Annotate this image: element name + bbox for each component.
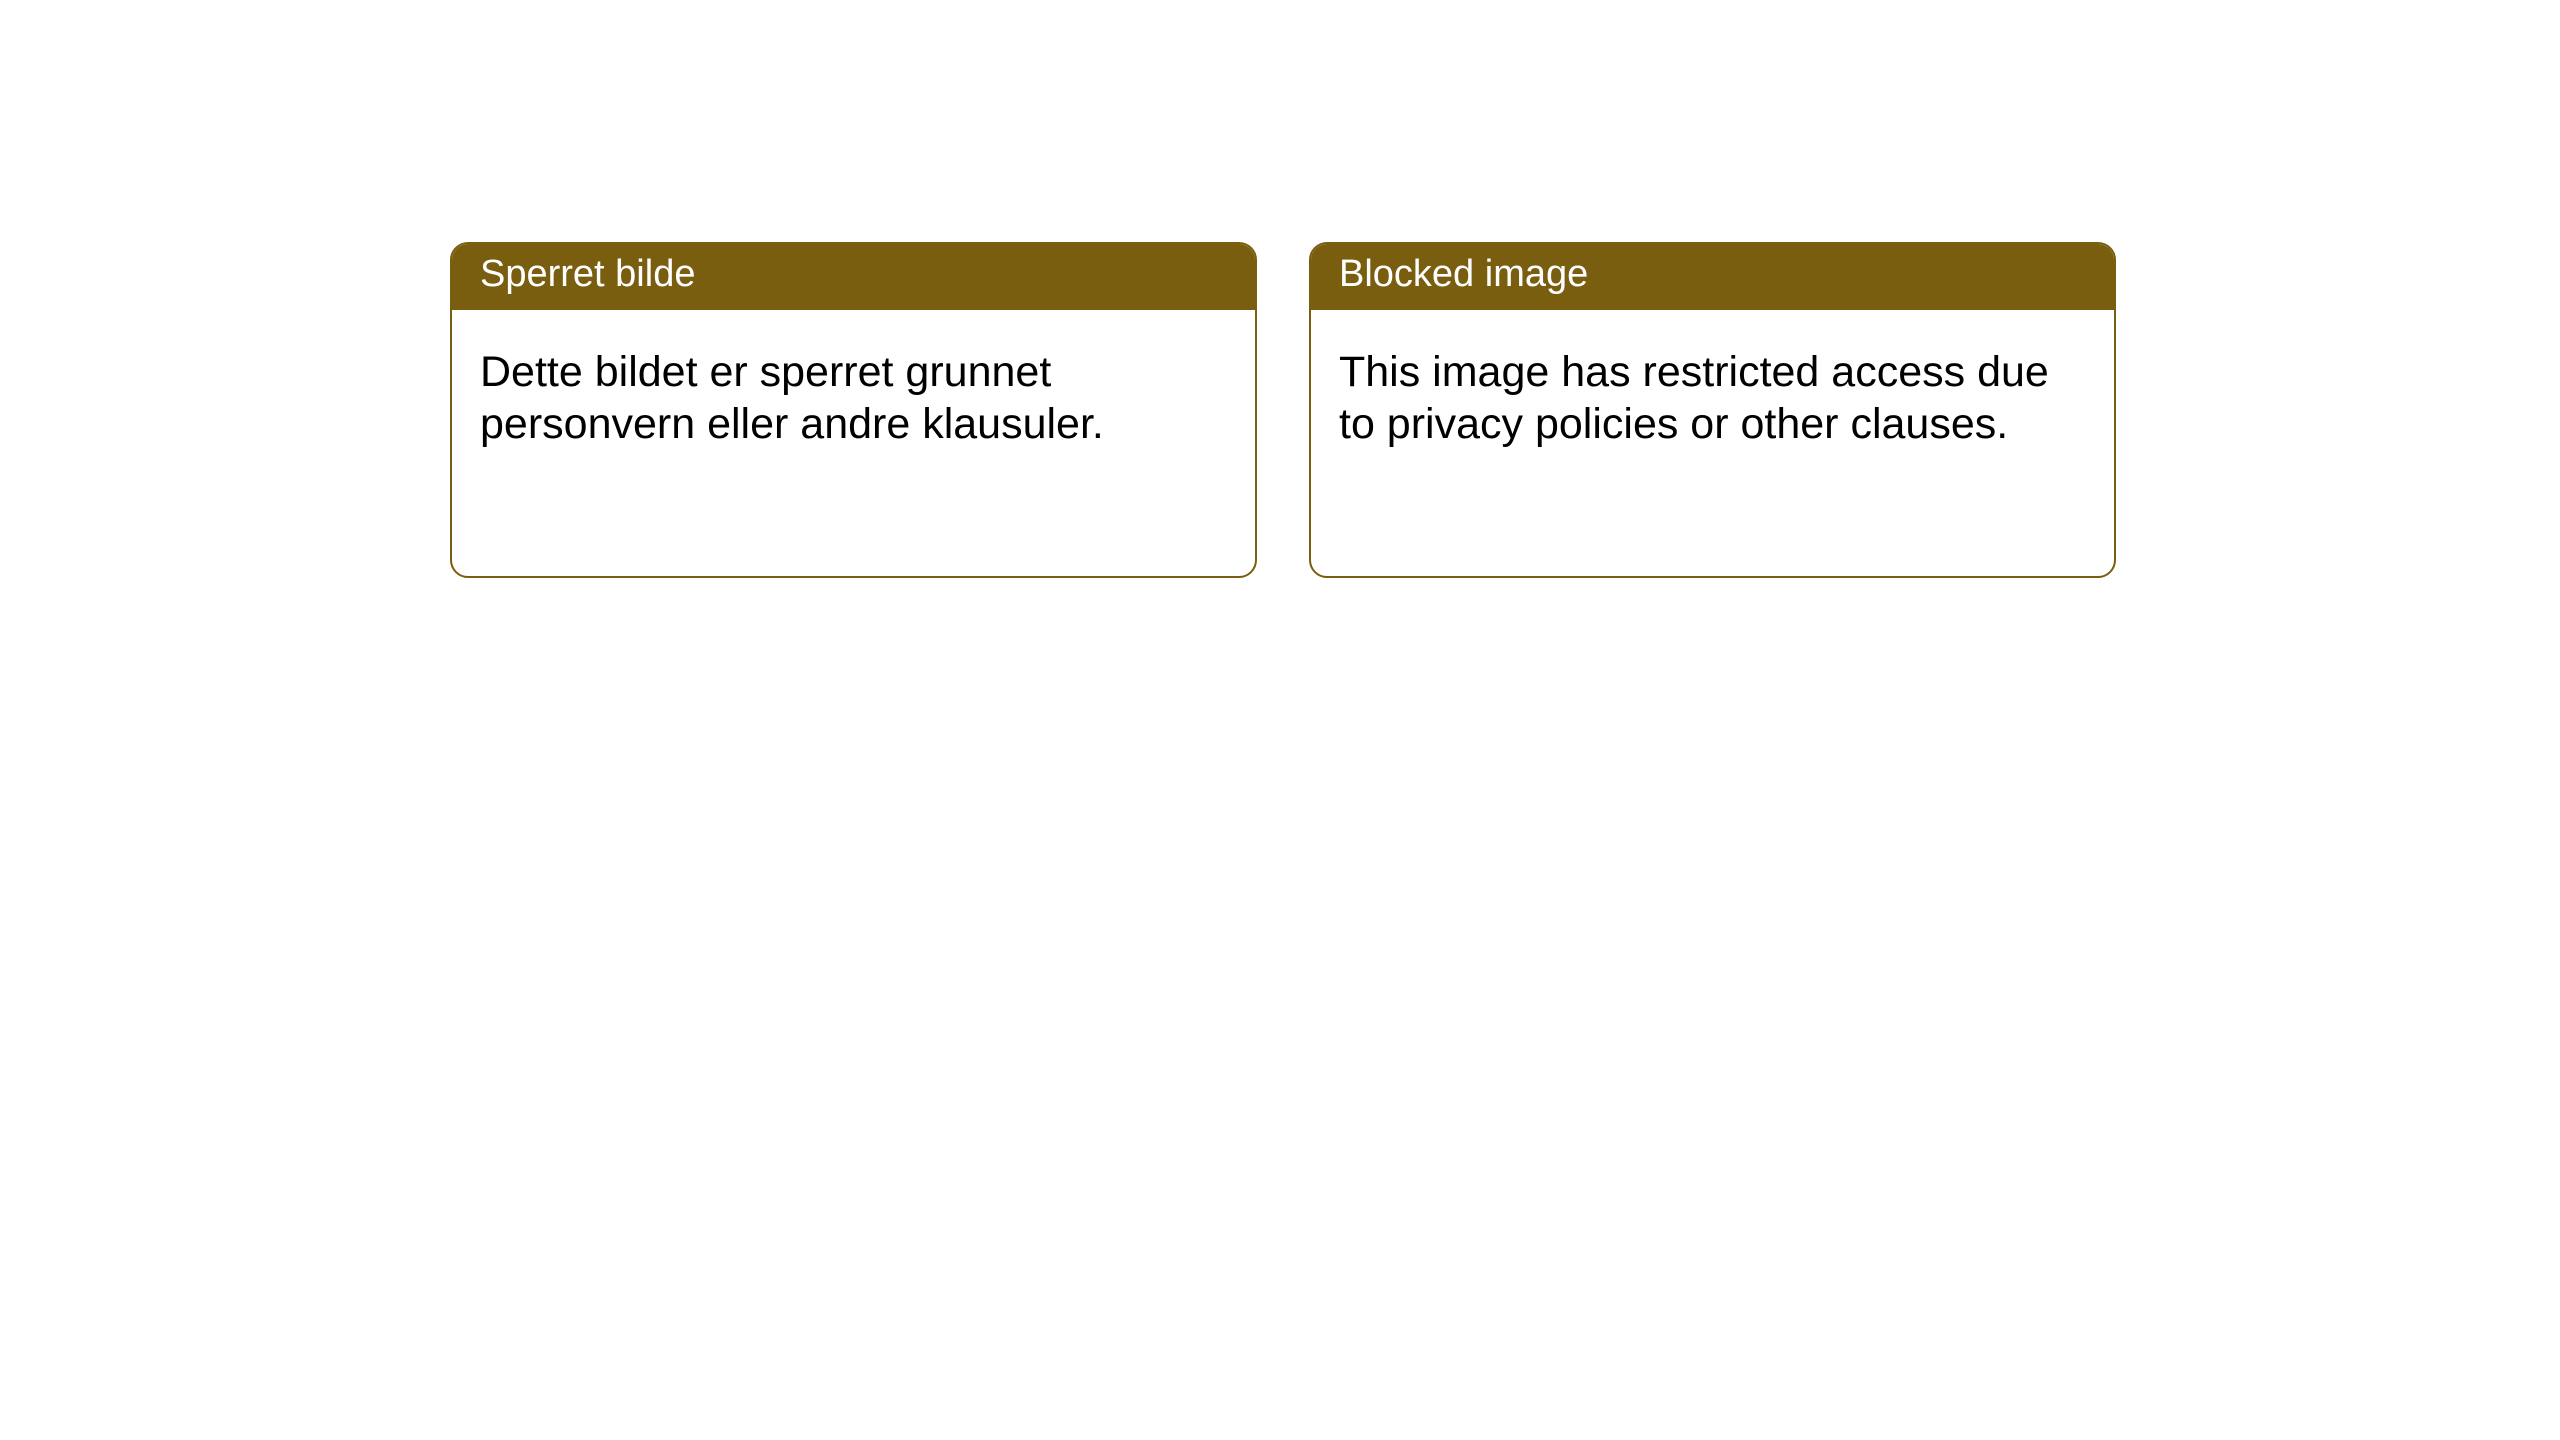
card-body-text: This image has restricted access due to … [1339, 348, 2049, 448]
card-header: Sperret bilde [452, 244, 1255, 310]
notice-card-norwegian: Sperret bilde Dette bildet er sperret gr… [450, 242, 1257, 578]
card-body: This image has restricted access due to … [1311, 310, 2114, 576]
card-header: Blocked image [1311, 244, 2114, 310]
card-body: Dette bildet er sperret grunnet personve… [452, 310, 1255, 576]
card-title: Sperret bilde [480, 253, 695, 295]
notice-card-english: Blocked image This image has restricted … [1309, 242, 2116, 578]
card-body-text: Dette bildet er sperret grunnet personve… [480, 348, 1104, 448]
notice-container: Sperret bilde Dette bildet er sperret gr… [450, 242, 2116, 578]
card-title: Blocked image [1339, 253, 1588, 295]
